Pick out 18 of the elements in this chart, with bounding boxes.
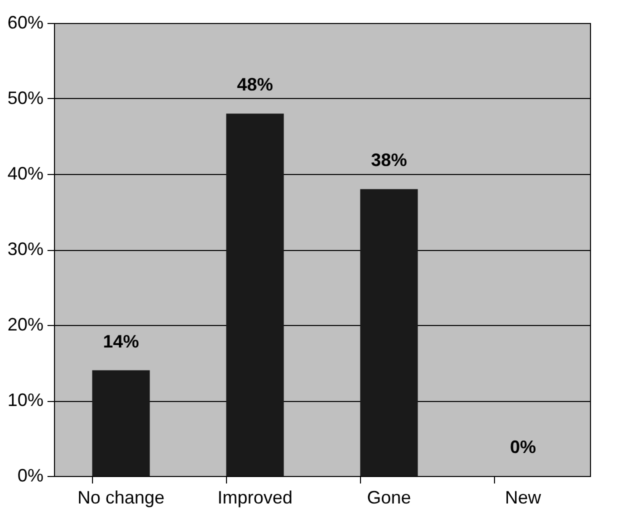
- y-tick-label: 40%: [7, 164, 44, 184]
- data-label: 48%: [236, 74, 274, 95]
- bar: [360, 189, 418, 476]
- y-tick-label: 0%: [17, 466, 44, 486]
- bar: [226, 114, 284, 476]
- x-tick-label: No change: [77, 488, 165, 508]
- data-label: 0%: [510, 437, 536, 457]
- data-label: 38%: [370, 150, 408, 170]
- data-label: 14%: [102, 331, 140, 352]
- x-tick-label: New: [504, 488, 542, 508]
- y-tick-label: 30%: [7, 239, 44, 259]
- y-tick-label: 20%: [7, 314, 44, 334]
- y-tick-label: 10%: [7, 390, 44, 410]
- y-tick-label: 60%: [7, 12, 44, 32]
- y-tick-label: 50%: [7, 88, 44, 108]
- x-tick-label: Gone: [366, 488, 412, 508]
- bar: [92, 370, 150, 476]
- x-tick-label: Improved: [217, 488, 293, 508]
